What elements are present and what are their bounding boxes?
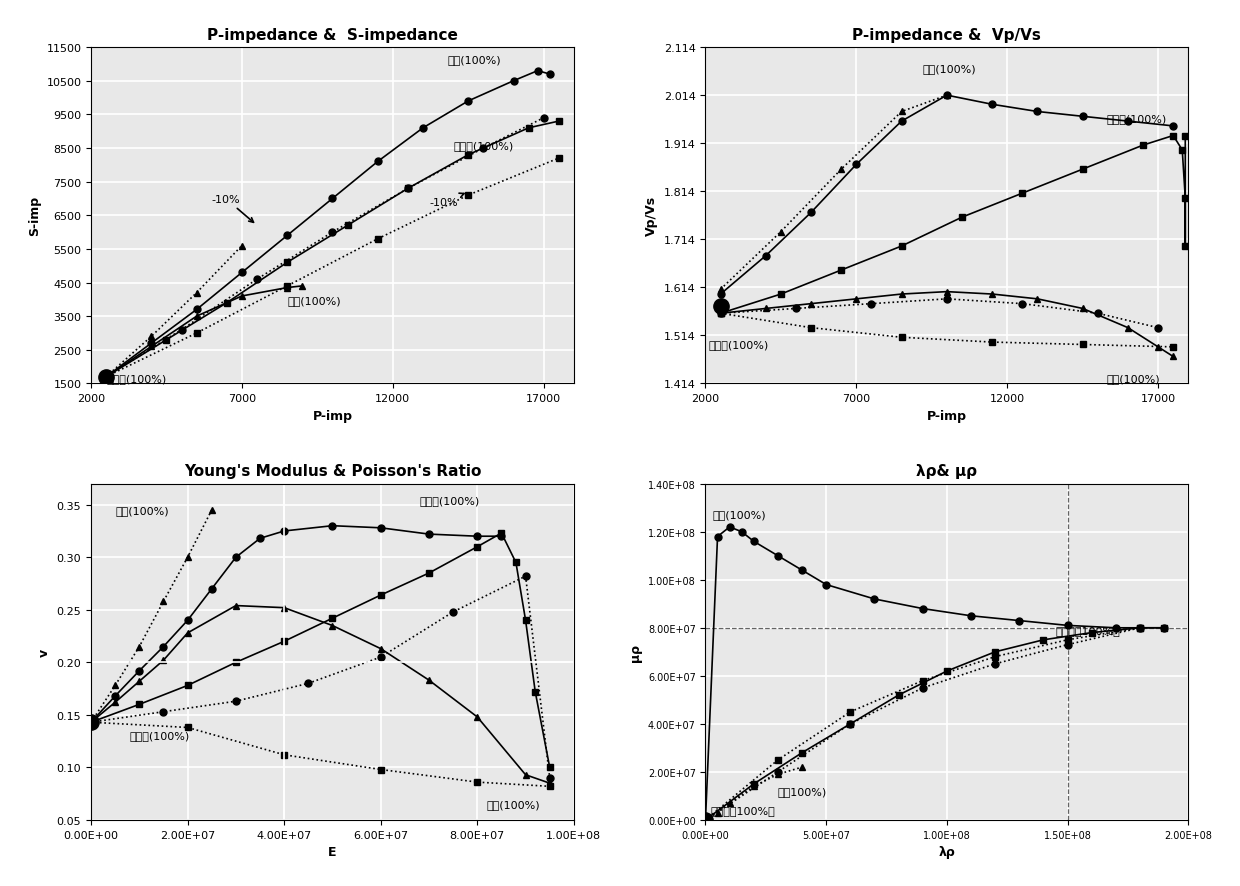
Text: 干酪根(100%): 干酪根(100%) <box>708 339 769 349</box>
X-axis label: λρ: λρ <box>939 845 955 859</box>
Text: 黏土(100%): 黏土(100%) <box>115 506 169 516</box>
Text: 方解石(100%): 方解石(100%) <box>419 495 480 505</box>
Text: 干酪根（100%）: 干酪根（100%） <box>711 804 775 815</box>
Text: 方解石(100%): 方解石(100%) <box>453 141 513 151</box>
Text: 黏土(100%): 黏土(100%) <box>288 295 341 306</box>
Title: P-impedance &  Vp/Vs: P-impedance & Vp/Vs <box>852 27 1042 43</box>
X-axis label: P-imp: P-imp <box>312 409 352 423</box>
Title: λρ& μρ: λρ& μρ <box>916 463 977 478</box>
Y-axis label: μρ: μρ <box>629 643 642 661</box>
Text: -10%: -10% <box>429 194 464 208</box>
Text: 干酪根(100%): 干酪根(100%) <box>107 374 166 384</box>
X-axis label: E: E <box>329 845 337 859</box>
Text: 石英(100%): 石英(100%) <box>1107 374 1161 384</box>
Title: P-impedance &  S-impedance: P-impedance & S-impedance <box>207 27 458 43</box>
Y-axis label: S-imp: S-imp <box>27 196 41 236</box>
Text: 黏土100%): 黏土100%) <box>777 786 827 796</box>
Text: 方解石（100%）: 方解石（100%） <box>1055 625 1120 635</box>
X-axis label: P-imp: P-imp <box>926 409 967 423</box>
Y-axis label: v: v <box>38 648 51 657</box>
Text: 干酪根(100%): 干酪根(100%) <box>130 730 190 740</box>
Text: 方解石(100%): 方解石(100%) <box>1107 114 1167 124</box>
Y-axis label: Vp/Vs: Vp/Vs <box>645 196 658 236</box>
Text: 黏土(100%): 黏土(100%) <box>923 64 976 74</box>
Text: -10%: -10% <box>212 195 253 223</box>
Text: 石英(100%): 石英(100%) <box>713 509 766 520</box>
Text: 石英(100%): 石英(100%) <box>448 55 501 66</box>
Title: Young's Modulus & Poisson's Ratio: Young's Modulus & Poisson's Ratio <box>184 463 481 478</box>
Text: 石英(100%): 石英(100%) <box>487 799 541 810</box>
